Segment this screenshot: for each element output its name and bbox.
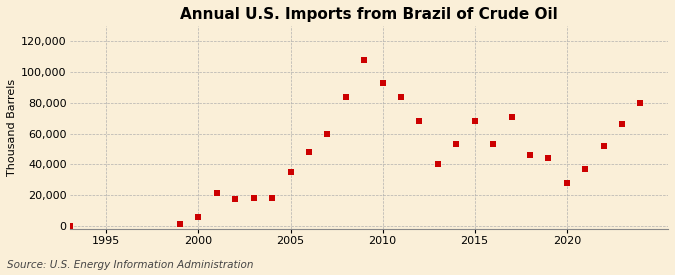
- Point: [175, 222, 186, 226]
- Point: [543, 156, 554, 161]
- Text: Source: U.S. Energy Information Administration: Source: U.S. Energy Information Administ…: [7, 260, 253, 270]
- Y-axis label: Thousand Barrels: Thousand Barrels: [7, 79, 17, 176]
- Point: [635, 101, 646, 105]
- Point: [285, 170, 296, 174]
- Point: [359, 57, 370, 62]
- Point: [414, 119, 425, 123]
- Point: [433, 162, 443, 167]
- Point: [304, 150, 315, 154]
- Point: [451, 142, 462, 147]
- Point: [193, 214, 204, 219]
- Point: [322, 131, 333, 136]
- Point: [340, 95, 351, 99]
- Point: [248, 196, 259, 200]
- Point: [562, 181, 572, 185]
- Title: Annual U.S. Imports from Brazil of Crude Oil: Annual U.S. Imports from Brazil of Crude…: [180, 7, 558, 22]
- Point: [469, 119, 480, 123]
- Point: [506, 114, 517, 119]
- Point: [396, 95, 406, 99]
- Point: [524, 153, 535, 157]
- Point: [267, 196, 277, 200]
- Point: [598, 144, 609, 148]
- Point: [617, 122, 628, 127]
- Point: [230, 197, 241, 201]
- Point: [580, 167, 591, 171]
- Point: [64, 224, 75, 228]
- Point: [488, 142, 499, 147]
- Point: [377, 81, 388, 85]
- Point: [211, 191, 222, 195]
